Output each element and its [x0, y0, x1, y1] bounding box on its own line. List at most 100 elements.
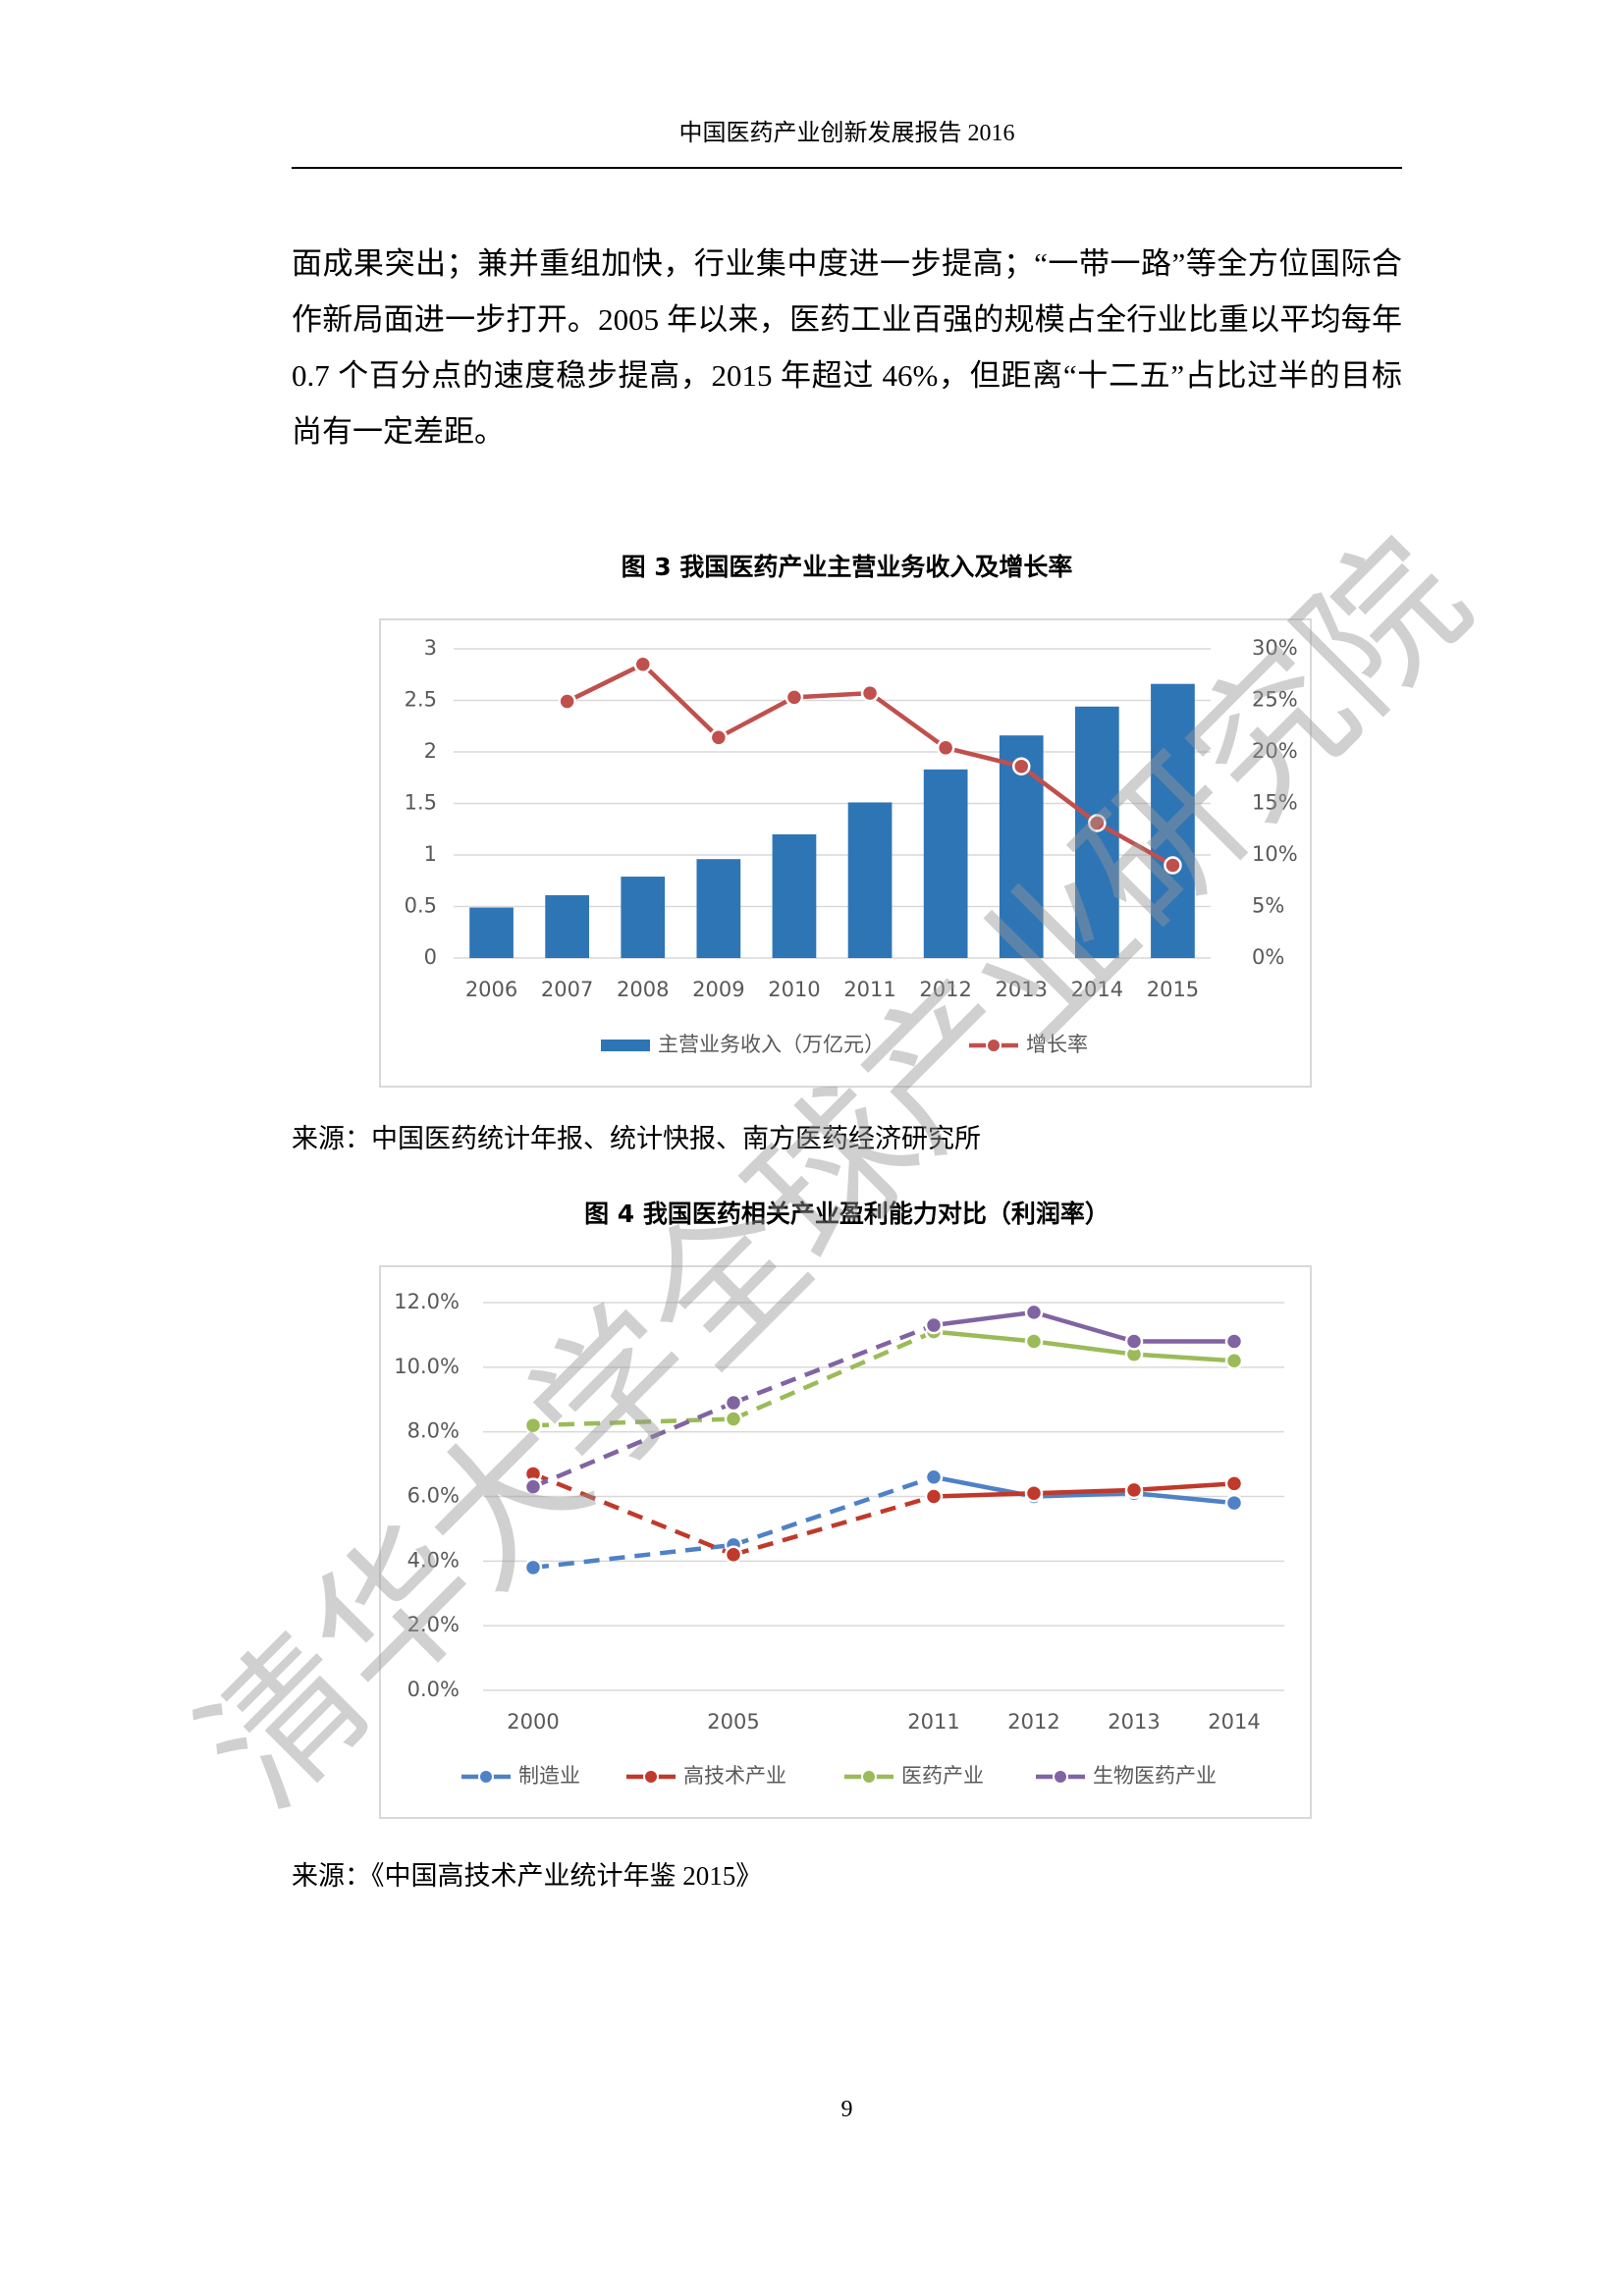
x-tick-label: 2007: [541, 978, 593, 1001]
point-marker: [724, 1393, 743, 1413]
x-tick-label: 2010: [768, 978, 820, 1001]
page-number: 9: [840, 2097, 853, 2122]
header-rule: [292, 167, 1402, 169]
y2-tick-label: 5%: [1252, 894, 1284, 918]
running-header: 中国医药产业创新发展报告 2016: [678, 121, 1015, 146]
point-marker: [633, 655, 652, 673]
y2-tick-label: 30%: [1252, 636, 1298, 660]
point-marker: [924, 1315, 944, 1335]
point-marker: [558, 692, 576, 711]
bar: [545, 894, 590, 958]
gap-connector: [532, 1542, 734, 1571]
legend-label: 高技术产业: [683, 1764, 786, 1788]
gap-connector: [732, 1322, 935, 1406]
series-line: [933, 1329, 1235, 1363]
x-tick-label: 2015: [1147, 978, 1199, 1001]
point-marker: [523, 1558, 543, 1577]
point-marker: [1024, 1483, 1044, 1503]
x-tick-label: 2012: [919, 978, 971, 1001]
legend-label: 生物医药产业: [1093, 1764, 1217, 1788]
legend-label: 主营业务收入（万亿元）: [658, 1033, 885, 1056]
x-tick-label: 2006: [465, 978, 517, 1001]
x-tick-label: 2013: [996, 978, 1048, 1001]
bar: [772, 834, 817, 958]
y2-tick-label: 20%: [1252, 739, 1298, 763]
x-tick-label: 2009: [692, 978, 744, 1001]
point-marker: [709, 728, 729, 747]
source-note: 来源：中国医药统计年报、统计快报、南方医药经济研究所: [292, 1124, 981, 1153]
gap-connector: [732, 1329, 935, 1421]
y-tick-label: 4.0%: [407, 1548, 460, 1572]
y-tick-label: 0: [424, 945, 437, 969]
y-tick-label: 3: [424, 636, 437, 660]
x-tick-label: 2008: [617, 978, 669, 1001]
point-marker: [1024, 1303, 1044, 1322]
bar: [847, 802, 893, 958]
point-marker: [1224, 1474, 1244, 1493]
y-tick-label: 8.0%: [407, 1419, 460, 1443]
point-marker: [1124, 1480, 1144, 1500]
x-tick-label: 2013: [1108, 1710, 1160, 1734]
y-tick-label: 6.0%: [407, 1484, 460, 1508]
bar: [469, 907, 514, 958]
point-marker: [924, 1468, 944, 1486]
gap-connector: [532, 1400, 734, 1489]
legend-swatch: [478, 1769, 494, 1785]
chart-frame: [379, 1265, 1312, 1819]
y-tick-label: 10.0%: [394, 1355, 460, 1378]
y2-tick-label: 10%: [1252, 842, 1298, 866]
series-line: [933, 1481, 1235, 1499]
y-tick-label: 2: [424, 739, 437, 763]
y-tick-label: 1.5: [405, 791, 437, 815]
gap-connector: [532, 1416, 734, 1428]
bar: [621, 877, 666, 958]
point-marker: [936, 738, 955, 758]
point-marker: [1224, 1493, 1244, 1513]
legend-swatch: [643, 1769, 659, 1785]
bar: [923, 769, 968, 958]
x-tick-label: 2000: [507, 1710, 559, 1734]
point-marker: [523, 1477, 543, 1496]
paragraph: 面成果突出；兼并重组加快，行业集中度进一步提高；“一带一路”等全方位国际合作新局…: [292, 246, 1402, 449]
legend-swatch: [861, 1769, 877, 1785]
x-tick-label: 2011: [907, 1710, 959, 1734]
point-marker: [1024, 1332, 1044, 1351]
source-note: 来源：《中国高技术产业统计年鉴 2015》: [292, 1861, 763, 1891]
point-marker: [1124, 1332, 1144, 1351]
point-marker: [724, 1545, 743, 1564]
point-marker: [860, 683, 880, 703]
point-marker: [1012, 757, 1031, 775]
x-tick-label: 2014: [1071, 978, 1123, 1001]
legend-label: 制造业: [518, 1764, 580, 1788]
point-marker: [1088, 814, 1107, 832]
y-tick-label: 12.0%: [394, 1290, 460, 1313]
x-tick-label: 2012: [1007, 1710, 1059, 1734]
point-marker: [785, 688, 804, 707]
y2-tick-label: 0%: [1252, 945, 1284, 969]
series-line: [933, 1309, 1234, 1344]
gap-connector: [532, 1471, 734, 1557]
bar: [696, 859, 741, 958]
legend-swatch: [1053, 1769, 1068, 1785]
y-tick-label: 0.5: [405, 894, 437, 918]
y2-tick-label: 15%: [1252, 791, 1298, 815]
series-line: [933, 1474, 1235, 1506]
point-marker: [1164, 856, 1182, 875]
legend-label: 增长率: [1026, 1033, 1088, 1056]
figure-title: 图 3 我国医药产业主营业务收入及增长率: [621, 553, 1073, 581]
figure-title: 图 4 我国医药相关产业盈利能力对比（利润率）: [584, 1200, 1110, 1228]
y-tick-label: 0.0%: [407, 1678, 460, 1701]
bar: [1151, 683, 1195, 958]
y-tick-label: 2.0%: [407, 1613, 460, 1636]
point-marker: [1224, 1352, 1244, 1370]
point-marker: [523, 1415, 543, 1435]
y-tick-label: 2.5: [405, 688, 437, 712]
legend-label: 医药产业: [901, 1764, 984, 1788]
x-tick-label: 2011: [843, 978, 895, 1001]
point-marker: [1224, 1332, 1244, 1351]
gap-connector: [732, 1494, 935, 1557]
legend-swatch: [986, 1038, 1001, 1053]
gap-connector: [732, 1474, 935, 1548]
